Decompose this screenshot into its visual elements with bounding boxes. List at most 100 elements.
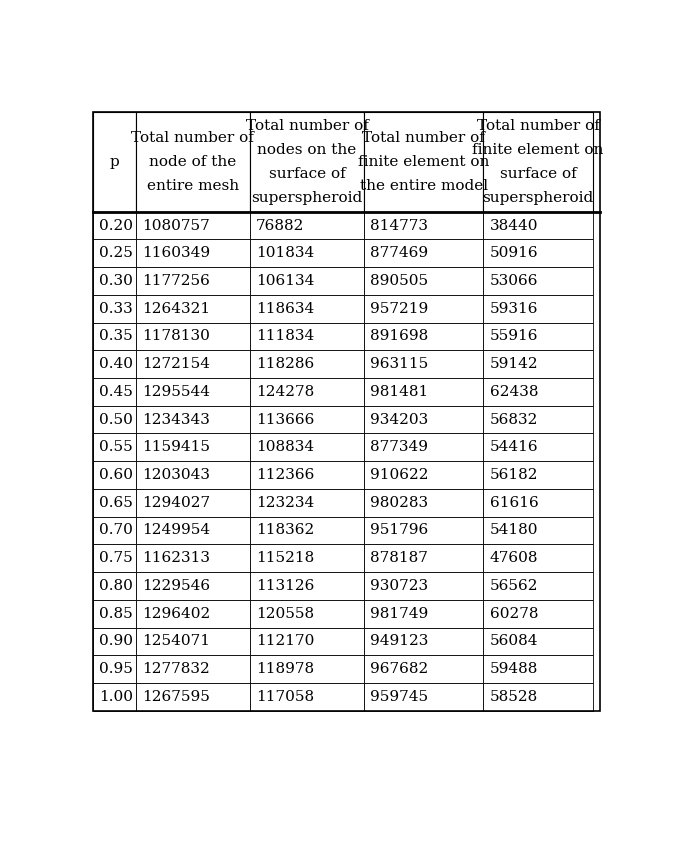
Text: 118978: 118978 [256, 662, 314, 676]
Bar [92, 323, 136, 351]
Text: 38440: 38440 [490, 218, 538, 233]
Bar [250, 489, 364, 517]
Text: 877469: 877469 [370, 246, 428, 261]
Text: 124278: 124278 [256, 385, 315, 399]
Text: 117058: 117058 [256, 690, 314, 704]
Text: 0.45: 0.45 [99, 385, 133, 399]
Text: 959745: 959745 [370, 690, 428, 704]
Bar [364, 267, 483, 295]
Text: 0.65: 0.65 [99, 495, 133, 510]
Bar [483, 434, 593, 462]
Bar [483, 462, 593, 489]
Text: 0.85: 0.85 [99, 607, 132, 621]
Bar [136, 489, 250, 517]
Bar [136, 323, 250, 351]
Text: 963115: 963115 [370, 357, 428, 372]
Text: 878187: 878187 [370, 552, 428, 565]
Bar [364, 406, 483, 434]
Bar [364, 323, 483, 351]
Bar [136, 406, 250, 434]
Text: 0.50: 0.50 [99, 412, 133, 427]
Text: 0.20: 0.20 [99, 218, 133, 233]
Bar [250, 239, 364, 267]
Bar [92, 683, 136, 711]
Text: 1272154: 1272154 [142, 357, 210, 372]
Text: 56832: 56832 [490, 412, 538, 427]
Bar [364, 434, 483, 462]
Text: 0.60: 0.60 [99, 468, 133, 482]
Bar [136, 600, 250, 628]
Bar [136, 112, 250, 211]
Text: 0.35: 0.35 [99, 329, 132, 344]
Bar [92, 351, 136, 378]
Bar [483, 683, 593, 711]
Text: 1162313: 1162313 [142, 552, 210, 565]
Bar [136, 434, 250, 462]
Bar [92, 267, 136, 295]
Text: 1177256: 1177256 [142, 274, 210, 288]
Bar [364, 489, 483, 517]
Bar [250, 462, 364, 489]
Text: 76882: 76882 [256, 218, 304, 233]
Bar [364, 239, 483, 267]
Text: 112366: 112366 [256, 468, 315, 482]
Text: 58528: 58528 [490, 690, 538, 704]
Bar [250, 267, 364, 295]
Text: 1296402: 1296402 [142, 607, 210, 621]
Text: 0.75: 0.75 [99, 552, 132, 565]
Bar [92, 656, 136, 683]
Bar [250, 517, 364, 545]
Text: 54180: 54180 [490, 524, 538, 538]
Text: 118362: 118362 [256, 524, 315, 538]
Text: Total number of
nodes on the
surface of
superspheroid: Total number of nodes on the surface of … [245, 119, 368, 204]
Text: 0.55: 0.55 [99, 440, 132, 455]
Text: 0.40: 0.40 [99, 357, 133, 372]
Text: 61616: 61616 [490, 495, 538, 510]
Bar [250, 406, 364, 434]
Bar [483, 489, 593, 517]
Bar [364, 517, 483, 545]
Bar [92, 295, 136, 323]
Bar [364, 628, 483, 656]
Text: 56562: 56562 [490, 579, 538, 593]
Text: 108834: 108834 [256, 440, 314, 455]
Bar [483, 406, 593, 434]
Bar [364, 572, 483, 600]
Bar [250, 351, 364, 378]
Bar [92, 545, 136, 572]
Bar [136, 628, 250, 656]
Text: 115218: 115218 [256, 552, 315, 565]
Bar [136, 211, 250, 239]
Bar [92, 489, 136, 517]
Bar [250, 211, 364, 239]
Bar [483, 656, 593, 683]
Bar [483, 545, 593, 572]
Text: 949123: 949123 [370, 635, 428, 649]
Bar [136, 656, 250, 683]
Text: 118634: 118634 [256, 301, 315, 316]
Text: 111834: 111834 [256, 329, 315, 344]
Text: 1249954: 1249954 [142, 524, 210, 538]
Bar [483, 295, 593, 323]
Bar [92, 406, 136, 434]
Text: 123234: 123234 [256, 495, 315, 510]
Text: 0.33: 0.33 [99, 301, 132, 316]
Bar [250, 683, 364, 711]
Text: 1.00: 1.00 [99, 690, 133, 704]
Text: 101834: 101834 [256, 246, 315, 261]
Bar [92, 378, 136, 406]
Text: 930723: 930723 [370, 579, 428, 593]
Text: 0.80: 0.80 [99, 579, 133, 593]
Bar [250, 545, 364, 572]
Bar [92, 211, 136, 239]
Bar [92, 112, 600, 711]
Text: 62438: 62438 [490, 385, 538, 399]
Text: 1178130: 1178130 [142, 329, 210, 344]
Text: 54416: 54416 [490, 440, 538, 455]
Bar [364, 600, 483, 628]
Text: 980283: 980283 [370, 495, 428, 510]
Bar [136, 378, 250, 406]
Bar [250, 323, 364, 351]
Text: 1277832: 1277832 [142, 662, 210, 676]
Text: 967682: 967682 [370, 662, 428, 676]
